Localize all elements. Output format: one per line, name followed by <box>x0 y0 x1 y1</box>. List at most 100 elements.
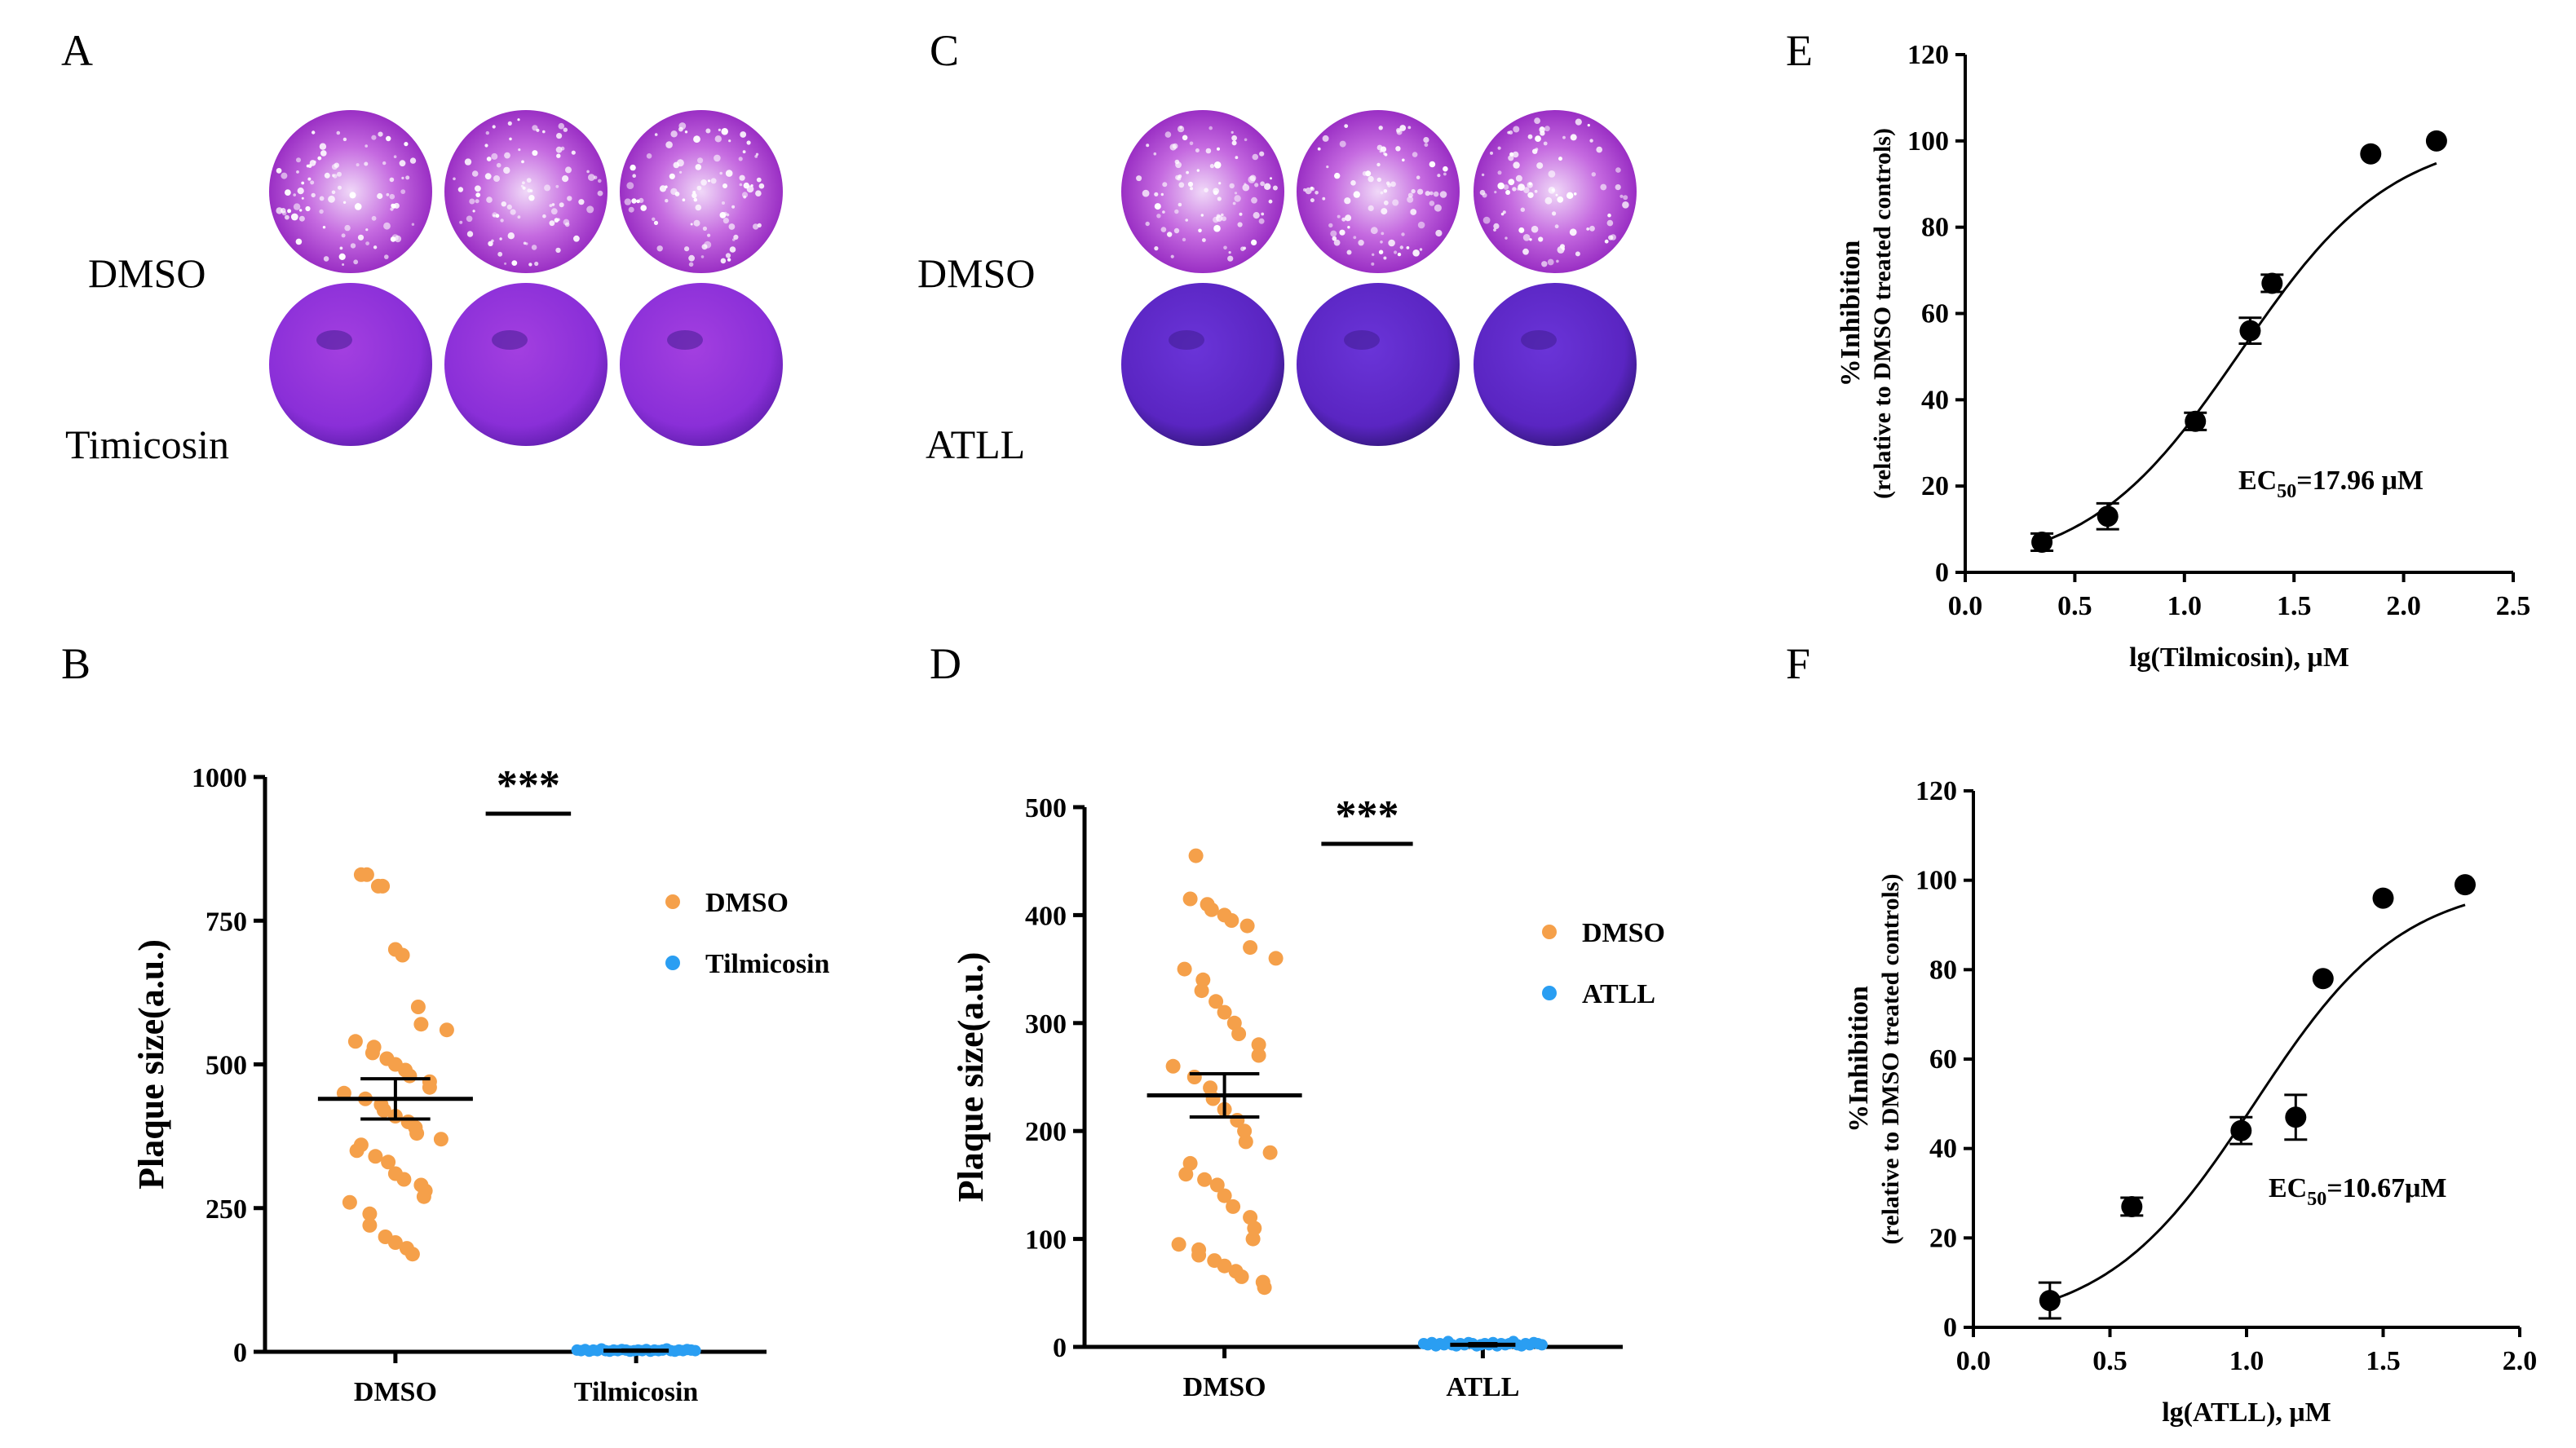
plaque-speck <box>1136 175 1142 182</box>
dmso-point <box>1178 1167 1194 1182</box>
plaque-speck <box>1358 240 1364 246</box>
data-point <box>2239 320 2261 342</box>
plaque-speck <box>373 245 378 249</box>
y-tick-label: 40 <box>1921 385 1949 415</box>
plaque-speck <box>1372 253 1375 256</box>
plaque-speck <box>729 246 736 253</box>
plaque-speck <box>731 205 736 209</box>
plaque-speck <box>1344 197 1351 205</box>
data-point <box>2261 272 2283 294</box>
plaque-speck <box>1548 187 1556 194</box>
plaque-speck <box>1243 246 1247 250</box>
plaque-speck <box>1419 248 1423 251</box>
treated-point <box>1535 1339 1548 1351</box>
plaque-speck <box>1310 198 1315 203</box>
plaque-speck <box>496 162 502 168</box>
dmso-point <box>1195 972 1211 987</box>
dmso-point <box>342 1194 357 1210</box>
dmso-point <box>1186 1070 1202 1084</box>
x-tick-label: 0.5 <box>2092 1346 2128 1376</box>
dmso-point <box>1217 1188 1232 1203</box>
plaque-speck <box>1417 188 1424 195</box>
plaque-speck <box>567 196 572 201</box>
plaque-speck <box>1435 229 1443 237</box>
plaque-speck <box>1543 141 1548 146</box>
plaque-speck <box>1251 239 1257 245</box>
dmso-point <box>347 1034 363 1049</box>
plaque-speck <box>1185 219 1188 222</box>
data-point <box>2230 1119 2252 1141</box>
dish-c-dmso-1 <box>1121 110 1284 273</box>
plaque-speck <box>405 175 410 180</box>
plaque-speck <box>1512 187 1517 192</box>
plaque-speck <box>1333 239 1341 246</box>
plaque-speck <box>504 152 510 159</box>
dmso-point <box>1243 940 1258 956</box>
plaque-speck <box>337 171 342 177</box>
dmso-point <box>396 1172 412 1187</box>
plaque-speck <box>697 157 704 164</box>
plaque-speck <box>1615 167 1621 173</box>
plaque-speck <box>1213 188 1219 195</box>
plaque-speck <box>1213 161 1222 169</box>
plaque-speck <box>1232 201 1236 205</box>
plaque-speck <box>1395 146 1401 152</box>
chart-f: 0 20 40 60 80 100 120 0.0 0.5 1.0 1.5 2.0 lg(ATLL), … <box>1844 776 2537 1428</box>
plaque-speck <box>1508 179 1515 186</box>
y-tick-label: 0 <box>1943 1313 1957 1343</box>
plaque-speck <box>542 214 546 219</box>
dmso-point <box>349 1143 365 1159</box>
plaque-speck <box>1505 236 1508 240</box>
plaque-speck <box>306 164 310 168</box>
data-point <box>2454 874 2476 896</box>
plaque-speck <box>1332 236 1337 241</box>
plaque-speck <box>1376 162 1381 167</box>
plaque-speck <box>1541 261 1548 267</box>
plaque-speck <box>386 135 391 142</box>
plaque-speck <box>696 185 702 191</box>
legend-label: Tilmicosin <box>705 949 829 979</box>
dmso-point <box>1165 1058 1181 1074</box>
plaque-speck <box>720 258 727 264</box>
plaque-speck <box>301 181 305 185</box>
plaque-speck <box>728 139 731 143</box>
plaque-speck <box>466 215 473 223</box>
plaque-speck <box>1164 131 1172 138</box>
plaque-speck <box>1371 262 1375 266</box>
dmso-point <box>1188 848 1204 863</box>
panel-letter-c: C <box>930 26 959 75</box>
dmso-point <box>1171 1237 1186 1252</box>
plaque-speck <box>688 254 695 262</box>
plaque-speck <box>1317 147 1321 151</box>
plaque-speck <box>509 137 512 141</box>
plaque-speck <box>1562 135 1566 139</box>
x-tick-label: ATLL <box>1446 1372 1519 1402</box>
data-point <box>2185 410 2207 432</box>
plaque-speck <box>453 177 456 181</box>
plaque-speck <box>1253 212 1260 219</box>
plaque-speck <box>1493 228 1496 232</box>
plaque-speck <box>1394 250 1398 254</box>
y-tick-label: 100 <box>1907 126 1949 157</box>
plaque-speck <box>293 203 301 210</box>
plaque-speck <box>364 161 369 166</box>
plaque-speck <box>1345 214 1352 222</box>
plaque-speck <box>1383 189 1388 193</box>
dmso-point <box>1268 951 1284 966</box>
panel-c-row-dmso: DMSO <box>917 250 1035 296</box>
y-tick-label: 400 <box>1025 901 1067 931</box>
plaque-speck <box>727 258 731 262</box>
plaque-speck <box>464 158 472 166</box>
plaque-speck <box>1378 249 1384 254</box>
plaque-speck <box>725 170 733 177</box>
plaque-speck <box>1569 228 1577 236</box>
plaque-speck <box>522 186 526 190</box>
plaque-speck <box>1142 189 1150 197</box>
plaque-speck <box>624 198 631 205</box>
plaque-speck <box>382 161 387 166</box>
plaque-speck <box>525 242 528 245</box>
plaque-speck <box>507 232 515 240</box>
dmso-point <box>381 1154 396 1170</box>
plaque-speck <box>1547 258 1554 266</box>
plaque-speck <box>586 205 594 214</box>
